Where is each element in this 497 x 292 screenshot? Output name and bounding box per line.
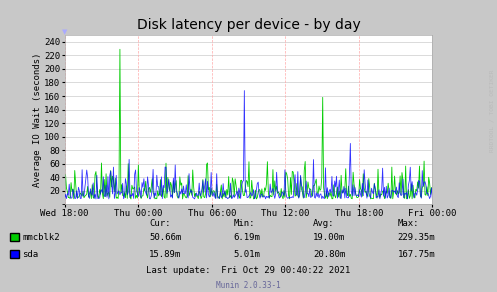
Title: Disk latency per device - by day: Disk latency per device - by day	[137, 18, 360, 32]
Text: 6.19m: 6.19m	[234, 233, 260, 241]
Text: 229.35m: 229.35m	[398, 233, 435, 241]
Text: Min:: Min:	[234, 219, 255, 228]
Text: Max:: Max:	[398, 219, 419, 228]
Text: 20.80m: 20.80m	[313, 250, 345, 259]
Text: Cur:: Cur:	[149, 219, 170, 228]
Text: mmcblk2: mmcblk2	[22, 233, 60, 241]
Text: Last update:  Fri Oct 29 00:40:22 2021: Last update: Fri Oct 29 00:40:22 2021	[147, 267, 350, 275]
Text: Avg:: Avg:	[313, 219, 334, 228]
Y-axis label: Average IO Wait (seconds): Average IO Wait (seconds)	[32, 53, 42, 187]
Text: 167.75m: 167.75m	[398, 250, 435, 259]
Text: 5.01m: 5.01m	[234, 250, 260, 259]
Text: 19.00m: 19.00m	[313, 233, 345, 241]
Text: sda: sda	[22, 250, 38, 259]
Text: Munin 2.0.33-1: Munin 2.0.33-1	[216, 281, 281, 290]
Text: 50.66m: 50.66m	[149, 233, 181, 241]
Text: ▼: ▼	[62, 29, 67, 35]
Text: RRDTOOL / TOBI OETIKER: RRDTOOL / TOBI OETIKER	[490, 70, 495, 152]
Text: 15.89m: 15.89m	[149, 250, 181, 259]
